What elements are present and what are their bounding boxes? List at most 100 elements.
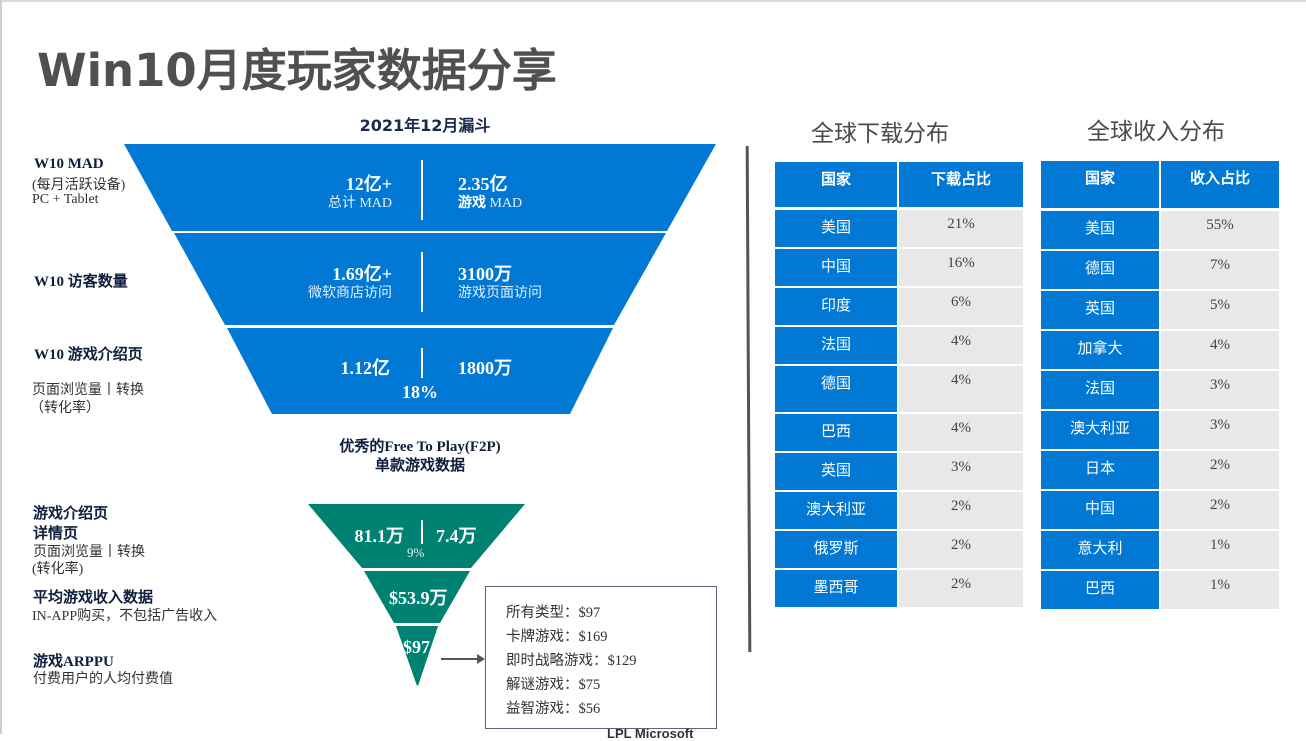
table-cell-share: 16% [899,249,1023,286]
stage3-separator [421,348,423,378]
f2p-stage1-right: 7.4万 [436,526,477,546]
table-cell-country: 印度 [775,288,897,325]
stage2-separator [421,252,423,312]
f2p-stage-2 [364,571,470,623]
table-cell-share: 4% [899,366,1023,412]
table-cell-country: 澳大利亚 [775,492,897,529]
f2p-title-line2: 单款游戏数据 [374,458,465,474]
table-cell-country: 英国 [775,453,897,490]
f2p-stage1-separator [421,520,423,544]
table-cell-country: 美国 [1041,211,1159,249]
f2p-stage-1 [308,504,525,568]
stage2-right-sub: 游戏页面访问 [458,286,542,301]
f2p-label3-bold: 游戏ARPPU [33,654,114,670]
f2p-stage3-value: $97 [403,637,430,657]
table-cell-share: 55% [1161,211,1279,249]
f2p-label1-line1: 页面浏览量丨转换 [33,545,145,560]
stage1-left-value: 12亿+ [345,174,392,194]
table-cell-share: 2% [899,531,1023,568]
frame-left-border [0,0,2,734]
f2p-stage-3b [396,626,438,686]
table-cell-country: 英国 [1041,291,1159,329]
arppu-item: 解谜游戏：$75 [506,677,601,693]
arppu-item: 即时战略游戏：$129 [506,653,637,669]
table-cell-country: 法国 [1041,371,1159,409]
stage3-left-value: 1.12亿 [340,358,391,378]
funnel-title: 2021年12月漏斗 [359,116,491,135]
stage1-right-sub: MAD [486,196,523,211]
stage2-left-sub: 微软商店访问 [308,286,392,301]
funnel-stage-1 [124,144,716,231]
downloads-table: 国家 下载占比 美国 21% 中国 16% 印度 6% 法国 4% 德国 4% 巴西 4% 英国 3% 澳大利亚… [775,162,1023,608]
frame-top-border [0,0,1306,2]
stage1-label-title: W10 MAD [34,156,104,172]
table-cell-country: 中国 [1041,491,1159,529]
stage1-left-sub: 总计 MAD [327,196,392,211]
f2p-label1-line2: (转化率) [32,562,84,577]
table-cell-share: 3% [1161,371,1279,409]
arrow-line [441,658,479,660]
stage3-label-line1: 页面浏览量丨转换 [32,383,144,398]
funnel-stage-3 [227,328,613,414]
stage3-label-line2: （转化率） [30,401,100,416]
stage1-label-line2: PC + Tablet [32,192,99,207]
f2p-stage2-value: $53.9万 [389,588,448,608]
table-cell-share: 5% [1161,291,1279,329]
table-cell-share: 2% [1161,451,1279,489]
f2p-label1-bold1: 游戏介绍页 [33,506,109,522]
table-cell-country: 德国 [775,366,897,412]
stage1-label-line1: (每月活跃设备) [32,178,126,193]
header-share: 下载占比 [899,162,1023,207]
table-cell-country: 中国 [775,249,897,286]
f2p-stage1-rate: 9% [407,545,425,560]
f2p-title: 优秀的Free To Play(F2P) 单款游戏数据 [320,438,520,476]
table-cell-share: 21% [899,210,1023,247]
revenue-title: 全球收入分布 [1087,119,1225,145]
table-cell-share: 4% [899,414,1023,451]
f2p-title-line1: 优秀的Free To Play(F2P) [339,439,501,455]
stage2-right-value: 3100万 [458,264,512,284]
stage1-separator [421,160,423,220]
page-title: Win10月度玩家数据分享 [37,44,557,97]
stage2-left-value: 1.69亿+ [332,264,392,284]
stage1-right-value: 2.35亿 [458,174,508,194]
stage2-label-title: W10 访客数量 [34,274,128,290]
arppu-item: 卡牌游戏：$169 [506,629,608,645]
table-cell-country: 德国 [1041,251,1159,289]
arppu-item: 益智游戏：$56 [506,701,601,717]
table-cell-share: 3% [899,453,1023,490]
table-cell-country: 俄罗斯 [775,531,897,568]
table-cell-share: 1% [1161,571,1279,609]
arrow-right-icon [477,654,485,664]
stage1-right-sub-bold: 游戏 [458,196,486,211]
table-cell-country: 意大利 [1041,531,1159,569]
revenue-table: 国家 收入占比 美国 55% 德国 7% 英国 5% 加拿大 4% 法国 3% 澳大利亚 3% 日本 2% 中国… [1041,161,1279,609]
stage3-rate: 18% [402,382,438,402]
f2p-label3-line: 付费用户的人均付费值 [33,672,173,687]
funnel-stage-2 [174,233,666,325]
table-cell-share: 3% [1161,411,1279,449]
table-cell-country: 加拿大 [1041,331,1159,369]
table-cell-share: 2% [1161,491,1279,529]
stage3-label-title: W10 游戏介绍页 [34,347,143,363]
header-share: 收入占比 [1161,161,1279,208]
stage3-right-value: 1800万 [458,358,512,378]
table-cell-country: 美国 [775,210,897,247]
f2p-label1-bold2: 详情页 [33,526,79,542]
arppu-breakdown-box: 所有类型：$97 卡牌游戏：$169 即时战略游戏：$129 解谜游戏：$75 … [485,586,717,729]
arppu-item: 所有类型：$97 [506,605,601,621]
table-cell-share: 7% [1161,251,1279,289]
f2p-stage1-left: 81.1万 [354,526,405,546]
table-cell-share: 4% [899,327,1023,364]
downloads-title: 全球下载分布 [811,121,949,147]
table-cell-country: 日本 [1041,451,1159,489]
f2p-label2-line: IN-APP购买，不包括广告收入 [32,609,218,624]
table-cell-share: 6% [899,288,1023,325]
table-cell-country: 墨西哥 [775,570,897,607]
header-country: 国家 [775,162,897,207]
table-cell-country: 巴西 [775,414,897,451]
table-cell-country: 澳大利亚 [1041,411,1159,449]
table-cell-share: 2% [899,492,1023,529]
table-cell-country: 法国 [775,327,897,364]
